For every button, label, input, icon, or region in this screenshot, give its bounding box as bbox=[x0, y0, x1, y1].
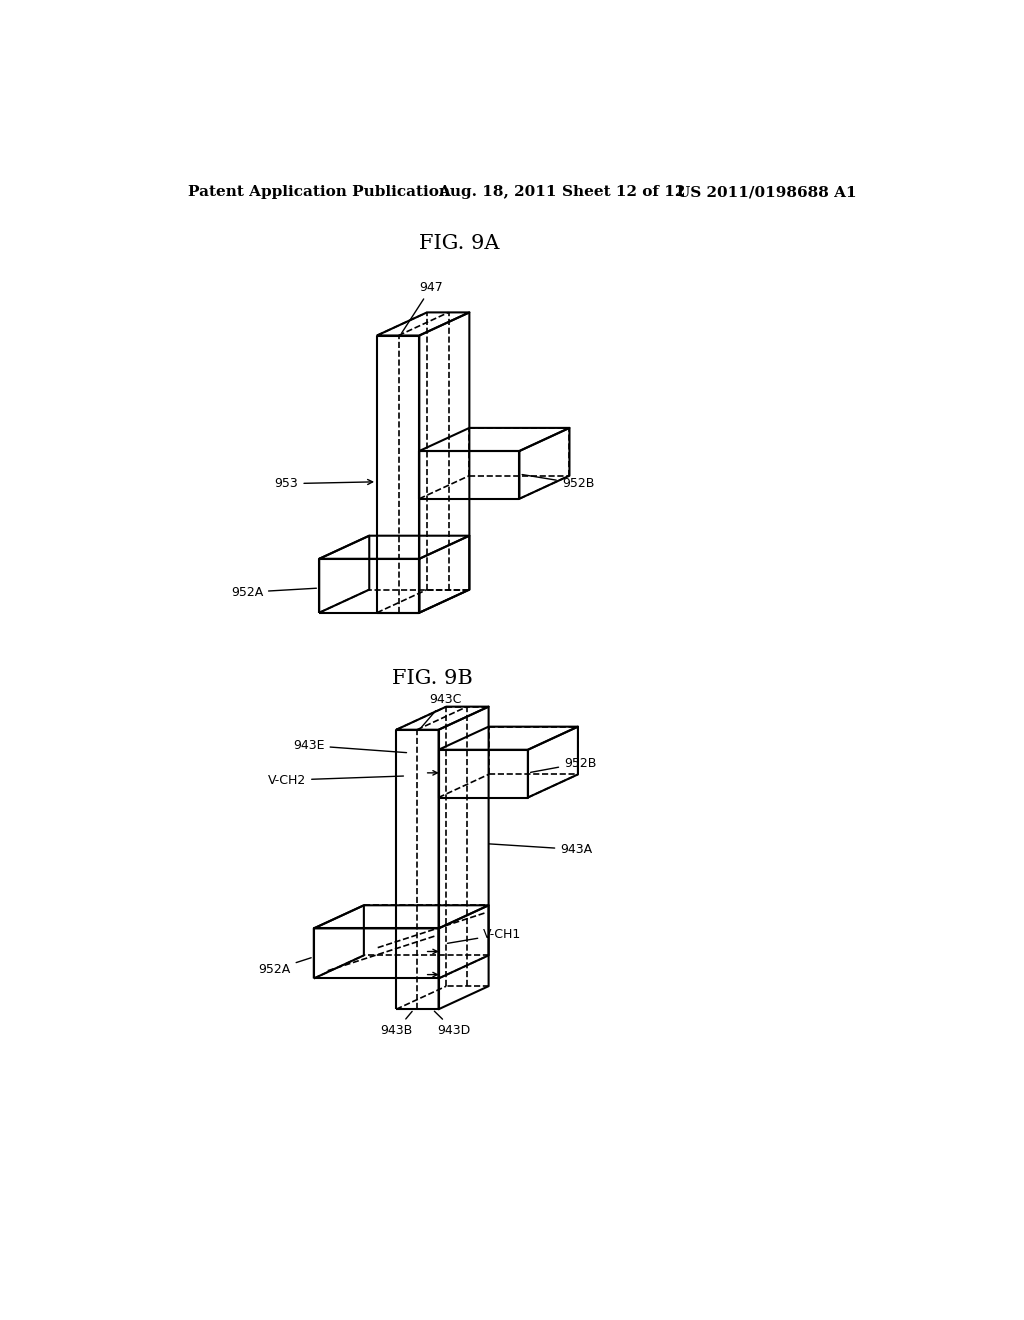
Text: 943E: 943E bbox=[293, 739, 407, 752]
Text: V-CH1: V-CH1 bbox=[447, 928, 521, 944]
Text: 952A: 952A bbox=[230, 586, 316, 599]
Text: 953: 953 bbox=[274, 478, 373, 490]
Text: 943C: 943C bbox=[421, 693, 462, 727]
Text: FIG. 9A: FIG. 9A bbox=[419, 234, 500, 253]
Text: FIG. 9B: FIG. 9B bbox=[392, 669, 473, 688]
Text: 943B: 943B bbox=[380, 1011, 413, 1038]
Text: Sheet 12 of 12: Sheet 12 of 12 bbox=[562, 185, 685, 199]
Text: Aug. 18, 2011: Aug. 18, 2011 bbox=[438, 185, 557, 199]
Text: 943A: 943A bbox=[489, 843, 592, 855]
Text: V-CH2: V-CH2 bbox=[268, 774, 403, 787]
Text: 943D: 943D bbox=[434, 1011, 471, 1038]
Text: 952B: 952B bbox=[522, 475, 594, 490]
Text: 952A: 952A bbox=[258, 958, 311, 975]
Text: US 2011/0198688 A1: US 2011/0198688 A1 bbox=[677, 185, 857, 199]
Text: 947: 947 bbox=[401, 281, 443, 333]
Text: Patent Application Publication: Patent Application Publication bbox=[188, 185, 451, 199]
Text: 952B: 952B bbox=[530, 756, 596, 772]
